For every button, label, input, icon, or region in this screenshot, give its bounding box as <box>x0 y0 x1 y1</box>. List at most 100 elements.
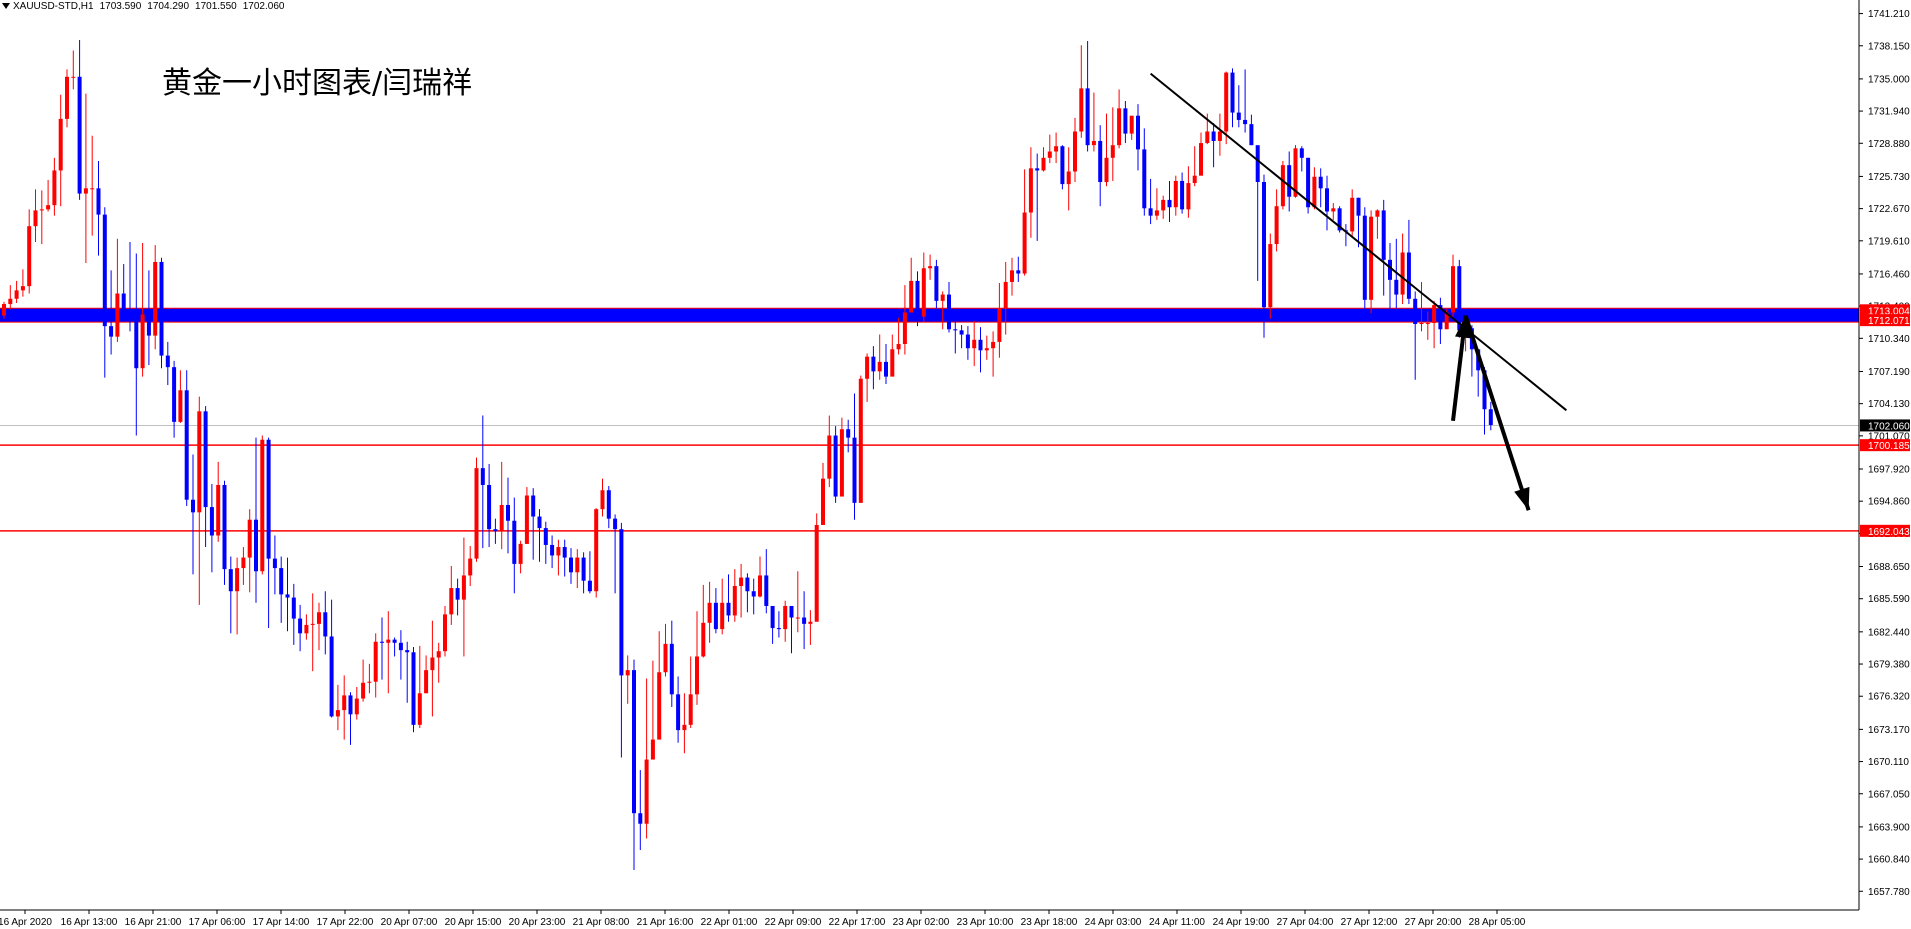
candle-body <box>1400 252 1405 295</box>
candle-body <box>222 484 227 570</box>
candle-body <box>1016 270 1021 274</box>
x-tick-label: 27 Apr 12:00 <box>1341 917 1398 928</box>
candle-body <box>361 682 366 699</box>
candle-body <box>1091 140 1096 146</box>
x-tick-label: 22 Apr 01:00 <box>701 917 758 928</box>
candle-body <box>695 656 699 695</box>
candle-body <box>663 643 668 673</box>
price-label-text: 1700.185 <box>1868 441 1910 452</box>
candle-body <box>858 378 863 503</box>
x-tick-label: 20 Apr 23:00 <box>509 917 566 928</box>
candle-body <box>46 205 51 210</box>
candle-body <box>789 605 794 618</box>
candle-body <box>688 694 693 725</box>
candle-body <box>1079 88 1084 132</box>
candle-body <box>1224 72 1229 132</box>
candle-body <box>739 577 744 586</box>
high-value: 1704.290 <box>147 1 190 12</box>
y-tick-label: 1701.070 <box>1868 431 1910 442</box>
candle-body <box>178 390 183 422</box>
candle-body <box>1236 112 1241 120</box>
candle-body <box>720 602 725 630</box>
candle-body <box>1406 252 1411 299</box>
y-tick-label: 1673.170 <box>1868 725 1910 736</box>
candle-body <box>417 693 422 725</box>
y-tick-label: 1697.920 <box>1868 464 1910 475</box>
candle-body <box>71 76 76 78</box>
y-tick-label: 1716.460 <box>1868 269 1910 280</box>
candle-body <box>1180 180 1185 210</box>
x-tick-label: 20 Apr 15:00 <box>445 917 502 928</box>
x-tick-label: 20 Apr 07:00 <box>381 917 438 928</box>
candle-body <box>20 286 25 291</box>
candle-body <box>1249 124 1254 146</box>
candle-body <box>1066 171 1071 185</box>
candle-body <box>241 557 246 569</box>
candle-body <box>676 694 681 731</box>
x-tick-label: 24 Apr 19:00 <box>1213 917 1270 928</box>
candle-body <box>953 329 958 331</box>
candle-body <box>109 326 114 337</box>
x-tick-label: 22 Apr 09:00 <box>765 917 822 928</box>
candle-body <box>146 314 151 336</box>
candle-body <box>14 290 19 299</box>
candle-body <box>537 516 542 529</box>
price-label-text: 1713.004 <box>1868 306 1910 317</box>
y-tick-label: 1657.780 <box>1868 887 1910 898</box>
candle-body <box>550 544 555 556</box>
candle-body <box>153 261 158 336</box>
candle-body <box>1136 115 1140 150</box>
candle-body <box>272 558 277 569</box>
candle-body <box>1488 409 1493 426</box>
candle-body <box>323 612 328 637</box>
candle-body <box>58 118 63 171</box>
candle-body <box>884 361 888 377</box>
candle-body <box>304 624 309 634</box>
candle-body <box>543 528 548 545</box>
candle-body <box>650 739 655 760</box>
candle-body <box>159 261 164 356</box>
y-tick-label: 1710.340 <box>1868 334 1910 345</box>
candle-body <box>1337 208 1342 231</box>
candle-body <box>1230 72 1235 113</box>
candle-body <box>1085 88 1090 146</box>
candle-body <box>184 390 189 500</box>
candle-body <box>758 575 762 597</box>
candle-body <box>802 617 807 624</box>
candle-body <box>411 652 416 725</box>
candle-body <box>1356 197 1361 216</box>
candle-body <box>430 657 435 671</box>
candle-body <box>1369 216 1374 300</box>
candle-body <box>65 76 69 119</box>
candle-body <box>1331 208 1336 212</box>
price-label-box <box>1860 304 1910 317</box>
x-tick-label: 17 Apr 22:00 <box>317 917 374 928</box>
candle-body <box>298 618 303 634</box>
candle-body <box>121 293 126 313</box>
candle-body <box>726 602 731 616</box>
candle-body <box>814 524 819 622</box>
dropdown-triangle-icon[interactable] <box>2 3 10 10</box>
candle-body <box>625 670 630 676</box>
y-tick-label: 1722.670 <box>1868 204 1910 215</box>
candle-body <box>1362 215 1367 300</box>
candle-body <box>1438 305 1443 330</box>
candle-body <box>1199 143 1203 176</box>
candle-body <box>921 268 926 317</box>
candle-body <box>2 304 6 316</box>
x-tick-label: 23 Apr 18:00 <box>1021 917 1078 928</box>
x-tick-label: 24 Apr 11:00 <box>1149 917 1205 928</box>
candle-body <box>947 294 951 330</box>
y-tick-label: 1728.880 <box>1868 139 1910 150</box>
candle-body <box>1035 168 1040 171</box>
candle-body <box>839 429 844 497</box>
candle-body <box>506 504 510 521</box>
candle-body <box>959 330 964 335</box>
candle-body <box>764 575 769 606</box>
candle-body <box>83 188 88 194</box>
y-tick-label: 1735.000 <box>1868 74 1910 85</box>
candle-body <box>965 334 970 349</box>
candle-body <box>1287 165 1292 197</box>
x-tick-label: 21 Apr 16:00 <box>637 917 694 928</box>
